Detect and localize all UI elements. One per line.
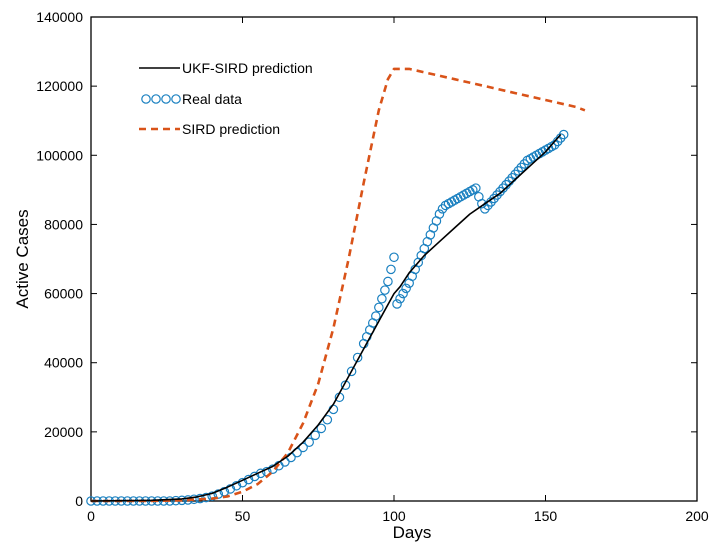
y-axis-label: Active Cases <box>13 209 32 308</box>
x-tick-label: 150 <box>534 508 558 524</box>
real-data-point <box>401 283 411 294</box>
y-tick-label: 120000 <box>36 78 83 94</box>
real-data-point <box>207 491 217 501</box>
real-data-point <box>322 414 333 425</box>
real-data-point <box>225 484 236 494</box>
x-tick-label: 0 <box>87 508 95 524</box>
legend-marker-real-data <box>141 94 151 104</box>
real-data-point <box>471 183 481 193</box>
legend-label: SIRD prediction <box>182 121 280 137</box>
y-tick-label: 140000 <box>36 9 83 25</box>
real-data-point <box>383 276 393 287</box>
real-data-point <box>434 209 445 219</box>
legend: UKF-SIRD prediction Real data SIRD predict… <box>139 60 313 137</box>
real-data-point <box>558 129 569 140</box>
real-data-point <box>516 162 527 173</box>
real-data-point <box>519 159 530 169</box>
real-data-point <box>380 285 390 295</box>
series-sird-prediction <box>91 67 586 503</box>
real-data-point <box>377 293 387 304</box>
real-data-point <box>346 366 357 377</box>
real-data-point <box>498 183 508 193</box>
real-data-point <box>304 437 314 448</box>
axis-ticks: 0 50 100 150 200 0 20000 40000 60000 80000 100000 1… <box>36 9 709 524</box>
x-tick-label: 200 <box>685 508 709 524</box>
real-data-point <box>437 204 448 214</box>
legend-marker-real-data <box>171 94 181 104</box>
legend-marker-real-data <box>161 94 171 104</box>
series-layer <box>86 67 586 506</box>
series-ukf-sird-prediction <box>90 133 562 502</box>
real-data-point <box>480 204 490 214</box>
real-data-point <box>352 352 363 363</box>
real-data-point <box>398 288 408 299</box>
real-data-point <box>395 293 405 304</box>
plot-frame <box>90 16 698 502</box>
real-data-point <box>310 430 321 441</box>
real-data-point <box>213 489 224 499</box>
y-tick-label: 0 <box>75 493 83 509</box>
real-data-point <box>389 252 399 263</box>
x-axis-label: Days <box>393 523 432 542</box>
real-data-point <box>316 423 327 434</box>
real-data-point <box>555 133 566 143</box>
legend-label: Real data <box>182 91 242 107</box>
real-data-point <box>495 186 505 197</box>
y-tick-label: 20000 <box>44 424 83 440</box>
real-data-point <box>492 190 502 200</box>
y-tick-label: 100000 <box>36 147 83 163</box>
real-data-point <box>513 166 524 176</box>
y-tick-label: 60000 <box>44 286 83 302</box>
series-real-data <box>86 129 569 506</box>
real-data-point <box>201 492 211 503</box>
real-data-point <box>489 193 499 204</box>
real-data-point <box>374 302 384 313</box>
y-tick-label: 80000 <box>44 216 83 232</box>
real-data-point <box>386 264 396 275</box>
x-tick-label: 50 <box>235 508 251 524</box>
y-tick-label: 40000 <box>44 355 83 371</box>
real-data-point <box>371 311 381 321</box>
legend-marker-real-data <box>151 94 161 104</box>
real-data-point <box>392 299 402 309</box>
x-tick-label: 100 <box>382 508 406 524</box>
legend-label: UKF-SIRD prediction <box>182 60 313 76</box>
